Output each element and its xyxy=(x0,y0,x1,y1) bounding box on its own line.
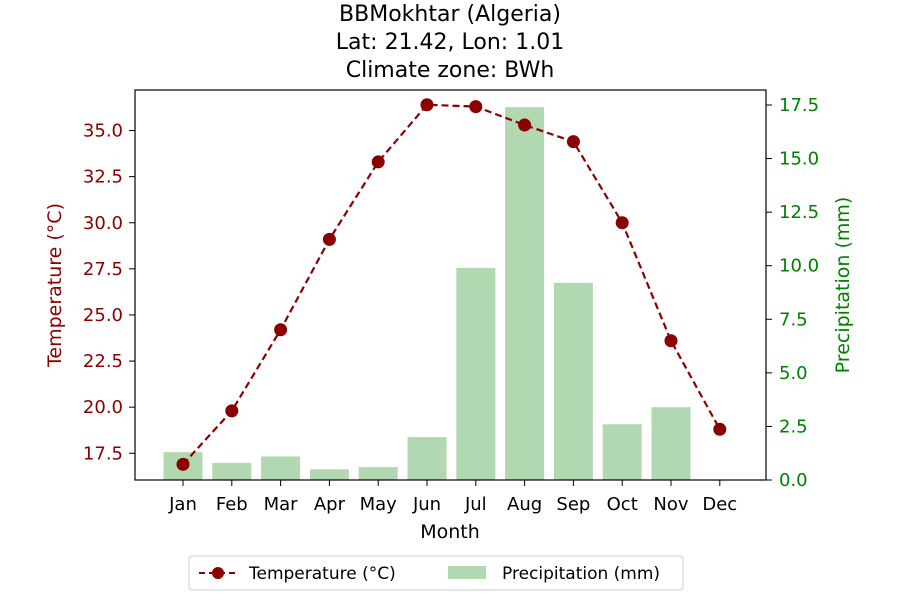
right-tick-label: 2.5 xyxy=(779,416,808,437)
left-tick-label: 30.0 xyxy=(83,213,123,234)
left-tick-label: 27.5 xyxy=(83,259,123,280)
x-tick-label-feb: Feb xyxy=(216,494,248,515)
x-axis-ticks: Jan Feb Mar Apr May Jun Jul Aug Sep Oct Nov Dec xyxy=(168,480,737,515)
left-axis-label: Temperature (°C) xyxy=(44,203,66,368)
left-tick-label: 22.5 xyxy=(83,351,123,372)
x-tick-label-jan: Jan xyxy=(168,494,197,515)
legend: Temperature (°C) Precipitation (mm) xyxy=(188,555,684,591)
legend-temperature-marker xyxy=(212,567,224,579)
temperature-series xyxy=(176,98,727,471)
x-tick-label-apr: Apr xyxy=(314,494,346,515)
temp-point-sep xyxy=(566,135,580,149)
x-tick-label-mar: Mar xyxy=(264,494,299,515)
left-tick-label: 25.0 xyxy=(83,305,123,326)
left-axis-ticks: 17.5 20.0 22.5 25.0 27.5 30.0 32.5 35.0 xyxy=(83,121,135,464)
x-tick-label-dec: Dec xyxy=(702,494,737,515)
x-tick-label-sep: Sep xyxy=(556,494,590,515)
left-tick-label: 20.0 xyxy=(83,397,123,418)
right-tick-label: 10.0 xyxy=(779,256,819,277)
temp-point-nov xyxy=(664,334,678,348)
x-tick-label-may: May xyxy=(360,494,398,515)
title-line-3: Climate zone: BWh xyxy=(346,58,555,83)
x-tick-label-jul: Jul xyxy=(464,494,487,515)
right-tick-label: 7.5 xyxy=(779,309,808,330)
precip-bar-nov xyxy=(651,407,691,480)
temp-point-feb xyxy=(225,404,239,418)
precip-bar-feb xyxy=(212,462,252,480)
temperature-line xyxy=(182,103,721,466)
legend-precipitation-swatch xyxy=(448,566,486,579)
x-axis-label: Month xyxy=(420,521,480,543)
temp-point-may xyxy=(371,155,385,169)
right-tick-label: 17.5 xyxy=(779,95,819,116)
temp-point-jan xyxy=(176,457,190,471)
right-tick-label: 0.0 xyxy=(779,470,808,491)
right-axis-label: Precipitation (mm) xyxy=(832,197,854,374)
precip-bar-jun xyxy=(407,437,447,480)
temp-point-aug xyxy=(518,118,532,132)
title-line-1: BBMokhtar (Algeria) xyxy=(339,2,561,27)
temp-point-jun xyxy=(420,98,434,112)
x-tick-label-aug: Aug xyxy=(507,494,542,515)
temp-point-oct xyxy=(615,216,629,230)
left-tick-label: 17.5 xyxy=(83,443,123,464)
temp-point-mar xyxy=(274,323,288,337)
precip-bar-jul xyxy=(456,267,496,480)
precip-bar-may xyxy=(358,467,398,480)
right-tick-label: 15.0 xyxy=(779,149,819,170)
precip-bar-sep xyxy=(553,282,593,480)
temp-point-dec xyxy=(713,422,727,436)
title-line-2: Lat: 21.42, Lon: 1.01 xyxy=(336,30,564,55)
legend-box xyxy=(188,555,684,591)
precip-bar-apr xyxy=(309,469,349,480)
left-tick-label: 35.0 xyxy=(83,121,123,142)
x-tick-label-jun: Jun xyxy=(412,494,441,515)
legend-precipitation-label: Precipitation (mm) xyxy=(502,564,660,584)
precip-bar-aug xyxy=(505,107,545,481)
legend-temperature-label: Temperature (°C) xyxy=(248,564,396,584)
precip-bar-oct xyxy=(602,424,642,480)
temp-point-jul xyxy=(469,100,483,114)
left-tick-label: 32.5 xyxy=(83,167,123,188)
precipitation-bars xyxy=(163,107,691,481)
x-tick-label-nov: Nov xyxy=(653,494,688,515)
plot-frame xyxy=(134,89,767,481)
temp-point-apr xyxy=(322,232,336,246)
x-tick-label-oct: Oct xyxy=(607,494,638,515)
chart-title: BBMokhtar (Algeria) Lat: 21.42, Lon: 1.0… xyxy=(336,2,564,83)
right-tick-label: 12.5 xyxy=(779,202,819,223)
precip-bar-mar xyxy=(261,456,301,480)
right-axis-ticks: 0.0 2.5 5.0 7.5 10.0 12.5 15.0 17.5 xyxy=(766,95,819,491)
right-tick-label: 5.0 xyxy=(779,363,808,384)
